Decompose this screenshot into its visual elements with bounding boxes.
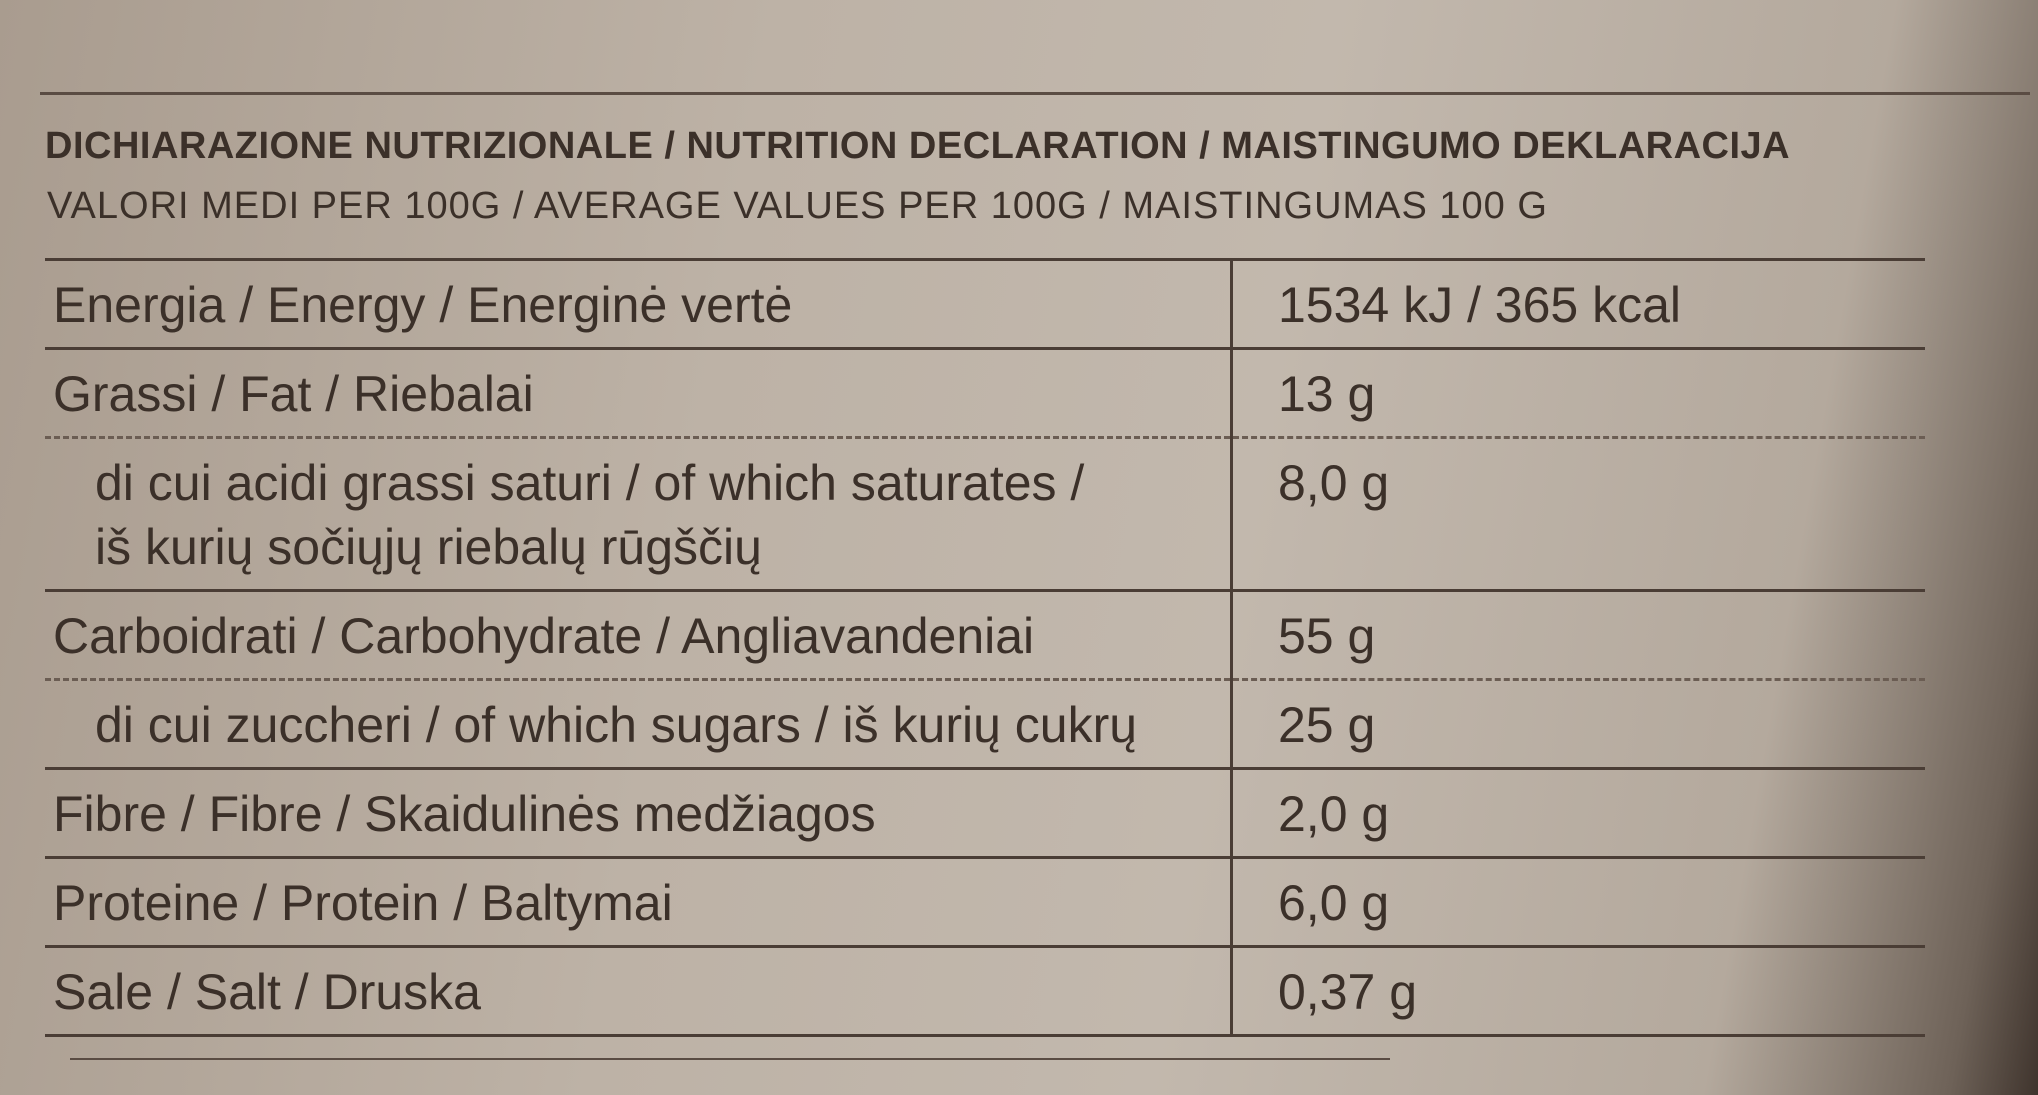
bottom-rule [70,1058,1390,1060]
row-label: Fibre / Fibre / Skaidulinės medžiagos [53,786,876,842]
row-label: di cui acidi grassi saturi / of which sa… [45,438,1232,591]
row-label: Sale / Salt / Druska [53,964,481,1020]
row: di cui zuccheri / of which sugars / iš k… [45,679,1925,769]
row: Grassi / Fat / Riebalai 13 g [45,348,1925,438]
top-rule [40,92,2030,95]
nutrition-table: Energia / Energy / Energinė vertė 1534 kJ… [45,258,1925,1037]
title: DICHIARAZIONE NUTRIZIONALE / NUTRITION D… [45,125,1791,167]
label-line: iš kurių sočiųjų riebalų rūgščių [95,519,762,575]
row-label: Grassi / Fat / Riebalai [53,366,534,422]
subtitle: VALORI MEDI PER 100G / AVERAGE VALUES PE… [47,185,1548,227]
row-label: di cui zuccheri / of which sugars / iš k… [95,697,1138,753]
row-label: Proteine / Protein / Baltymai [53,875,673,931]
row: di cui acidi grassi saturi / of which sa… [45,437,1925,591]
row-value: 13 g [1230,348,1925,438]
row-value: 1534 kJ / 365 kcal [1230,259,1925,349]
row-value: 0,37 g [1230,946,1925,1036]
row-value: 6,0 g [1230,857,1925,947]
row-label: Energia / Energy / Energinė vertė [53,277,793,333]
row-value: 25 g [1230,679,1925,769]
row: Sale / Salt / Druska 0,37 g [45,946,1925,1036]
row-label: Carboidrati / Carbohydrate / Angliavande… [53,608,1035,664]
row: Carboidrati / Carbohydrate / Angliavande… [45,590,1925,680]
row: Energia / Energy / Energinė vertė 1534 kJ… [45,259,1925,349]
row: Proteine / Protein / Baltymai 6,0 g [45,857,1925,947]
row-value: 55 g [1230,590,1925,680]
row: Fibre / Fibre / Skaidulinės medžiagos 2,0… [45,768,1925,858]
row-value: 8,0 g [1230,437,1925,591]
row-value: 2,0 g [1230,768,1925,858]
label-line: di cui acidi grassi saturi / of which sa… [95,455,1085,511]
